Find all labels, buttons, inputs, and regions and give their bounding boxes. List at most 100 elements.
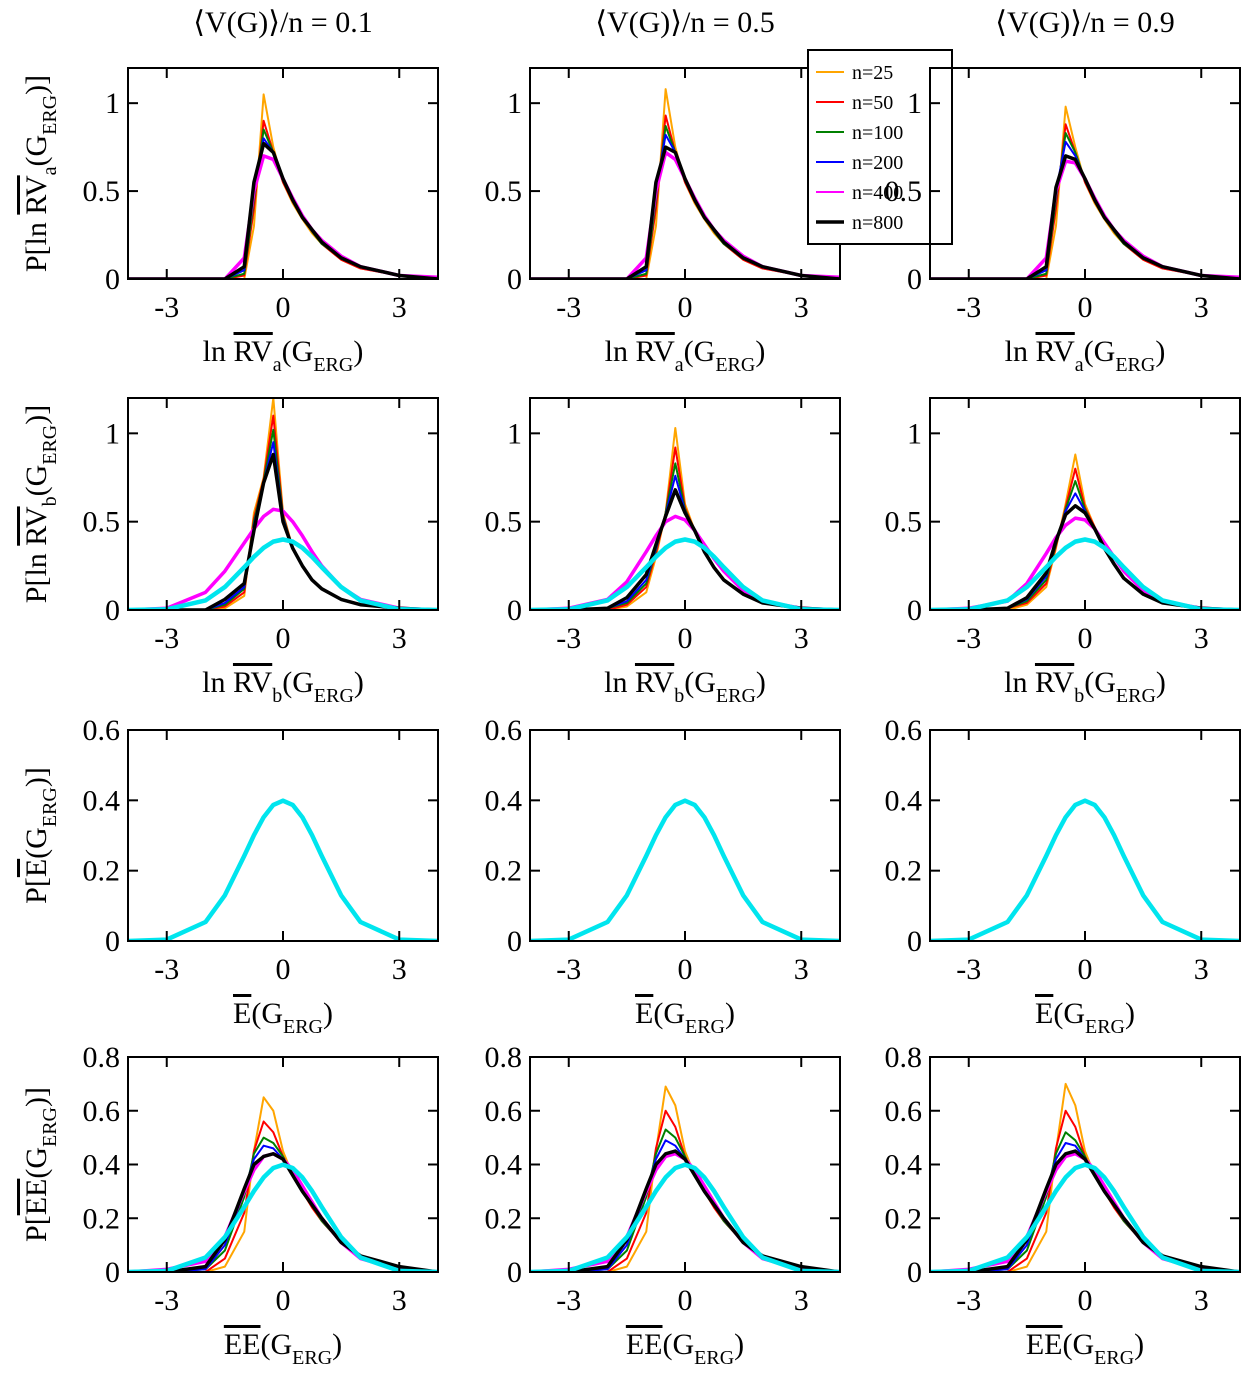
series-line xyxy=(930,516,1240,610)
series-line xyxy=(930,1082,1240,1272)
y-tick-label: 1 xyxy=(105,87,120,120)
x-tick-label: 3 xyxy=(794,1284,809,1317)
label-part: E xyxy=(233,997,251,1030)
x-tick-label: 0 xyxy=(276,622,291,655)
series-line xyxy=(530,1085,840,1272)
x-tick-label: -3 xyxy=(956,953,981,986)
plot-area xyxy=(530,88,840,279)
series-line xyxy=(128,119,438,279)
series-line xyxy=(128,1096,438,1272)
series-line xyxy=(930,798,1240,941)
series-line xyxy=(128,799,438,941)
label-part: (G xyxy=(20,135,53,167)
label-part: (G xyxy=(20,827,53,859)
label-part: ERG xyxy=(313,354,353,376)
series-line xyxy=(128,799,438,941)
label-part: (G xyxy=(20,1147,53,1179)
label-part: (G xyxy=(282,666,314,699)
series-line xyxy=(530,145,840,279)
x-tick-label: 3 xyxy=(1194,953,1209,986)
series-line xyxy=(930,453,1240,610)
label-part: E xyxy=(1035,997,1053,1030)
x-tick-label: -3 xyxy=(154,622,179,655)
y-tick-label: 0 xyxy=(507,1256,522,1289)
y-tick-label: 0.2 xyxy=(485,855,523,888)
y-axis-label: P[ln RVa(GERG)] xyxy=(20,75,61,272)
series-line xyxy=(128,397,438,610)
plot-area xyxy=(530,427,840,610)
y-tick-label: 0.4 xyxy=(83,1149,121,1182)
label-part: RV xyxy=(20,506,53,546)
x-tick-label: 3 xyxy=(392,622,407,655)
y-tick-label: 0 xyxy=(907,263,922,296)
series-line xyxy=(930,799,1240,941)
x-axis-label: E(GERG) xyxy=(635,997,735,1038)
x-tick-label: 3 xyxy=(392,291,407,324)
series-line xyxy=(530,474,840,610)
x-axis-label: ln RVb(GERG) xyxy=(202,666,364,707)
label-part: P[ xyxy=(20,877,53,904)
label-part: E xyxy=(635,997,653,1030)
label-part: ) xyxy=(756,666,766,699)
series-line xyxy=(930,799,1240,941)
legend-label: n=400 xyxy=(852,182,903,204)
legend: n=25 n=50 n=100 n=200 n=400 n=800 xyxy=(807,49,953,245)
panel-title: ⟨V(G)⟩/n = 0.5 xyxy=(595,6,774,39)
panel: -3 0 3 0 0.5 1 xyxy=(83,397,439,655)
x-tick-label: 0 xyxy=(1078,1284,1093,1317)
x-tick-label: 3 xyxy=(1194,1284,1209,1317)
label-part: )] xyxy=(20,405,53,425)
panel-title: ⟨V(G)⟩/n = 0.9 xyxy=(995,6,1174,39)
label-part: ERG xyxy=(1085,1016,1125,1038)
series-line xyxy=(128,1152,438,1272)
plot-area xyxy=(930,798,1240,941)
y-tick-label: 0.8 xyxy=(83,1041,121,1074)
legend-box xyxy=(807,49,953,245)
series-line xyxy=(930,1149,1240,1272)
label-part: )] xyxy=(20,767,53,787)
label-part: EE xyxy=(224,1328,261,1361)
series-line xyxy=(530,150,840,279)
label-part: ln xyxy=(605,335,636,368)
label-part: ERG xyxy=(1116,685,1156,707)
x-axis-label: E(GERG) xyxy=(233,997,333,1038)
label-part: (G xyxy=(1084,666,1116,699)
y-tick-label: 0.6 xyxy=(485,714,523,747)
panel: -3 0 3 0 0.5 1 xyxy=(885,397,1241,655)
y-tick-label: 0.5 xyxy=(885,506,923,539)
label-part: RV xyxy=(1036,335,1076,368)
y-tick-label: 0 xyxy=(105,263,120,296)
label-part: a xyxy=(1075,354,1084,376)
series-line xyxy=(128,1162,438,1272)
y-tick-label: 0 xyxy=(105,1256,120,1289)
series-line xyxy=(930,504,1240,610)
label-part: b xyxy=(1074,685,1084,707)
label-part: ERG xyxy=(694,1347,734,1369)
panel: -3 0 3 0 0.2 0.4 0.6 0.8 xyxy=(485,1041,841,1317)
series-line xyxy=(930,123,1240,279)
x-tick-label: 0 xyxy=(276,291,291,324)
axes-frame xyxy=(529,67,841,280)
panel: -3 0 3 0 0.5 1 xyxy=(485,67,841,324)
plot-area xyxy=(128,397,438,610)
label-part: RV xyxy=(20,175,53,215)
label-part: ERG xyxy=(283,1016,323,1038)
y-tick-label: 0 xyxy=(105,594,120,627)
y-tick-label: 0 xyxy=(507,925,522,958)
series-line xyxy=(930,1109,1240,1272)
y-tick-label: 0.4 xyxy=(885,784,923,817)
label-part: a xyxy=(675,354,684,376)
label-part: P[ xyxy=(20,1215,53,1242)
series-line xyxy=(930,799,1240,941)
y-tick-label: 0.5 xyxy=(485,175,523,208)
label-part: (G xyxy=(1063,1328,1095,1361)
label-part: ln xyxy=(203,335,234,368)
series-line xyxy=(530,798,840,941)
label-part: a xyxy=(273,354,282,376)
x-axis-label: ln RVb(GERG) xyxy=(604,666,766,707)
x-tick-label: 3 xyxy=(794,291,809,324)
y-tick-label: 0.5 xyxy=(83,506,121,539)
label-part: ) xyxy=(1155,335,1165,368)
x-axis-label: ln RVa(GERG) xyxy=(1005,335,1166,376)
series-line xyxy=(128,1120,438,1272)
